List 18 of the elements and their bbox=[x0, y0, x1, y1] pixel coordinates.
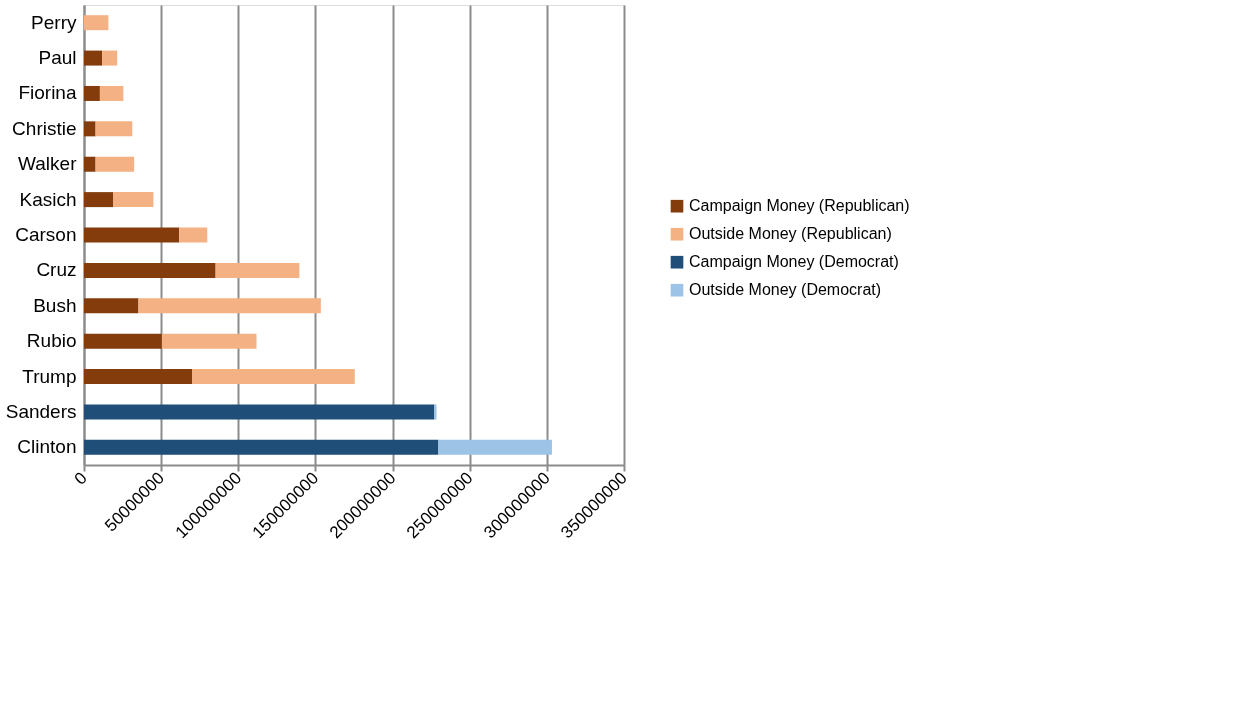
y-tick-label: Cruz bbox=[36, 259, 77, 281]
legend-label: Outside Money (Republican) bbox=[689, 225, 892, 243]
y-tick-label: Bush bbox=[33, 294, 77, 316]
y-tick-label: Carson bbox=[15, 224, 77, 245]
y-tick-label: Trump bbox=[22, 365, 77, 387]
y-tick-label: Paul bbox=[38, 47, 77, 69]
legend-label: Campaign Money (Republican) bbox=[689, 197, 910, 215]
y-tick-label: Perry bbox=[31, 11, 77, 33]
y-tick-label: Kasich bbox=[19, 188, 77, 210]
y-tick-label: Sanders bbox=[5, 400, 77, 422]
y-tick-label: Walker bbox=[18, 153, 78, 175]
y-tick-label: Fiorina bbox=[18, 82, 77, 104]
y-tick-label: Rubio bbox=[26, 330, 77, 352]
x-tick-label: 0 bbox=[70, 468, 91, 489]
y-tick-label: Christie bbox=[12, 117, 77, 139]
legend-label: Outside Money (Democrat) bbox=[689, 281, 882, 299]
y-tick-label: Clinton bbox=[17, 436, 77, 458]
legend-label: Campaign Money (Democrat) bbox=[689, 253, 899, 271]
